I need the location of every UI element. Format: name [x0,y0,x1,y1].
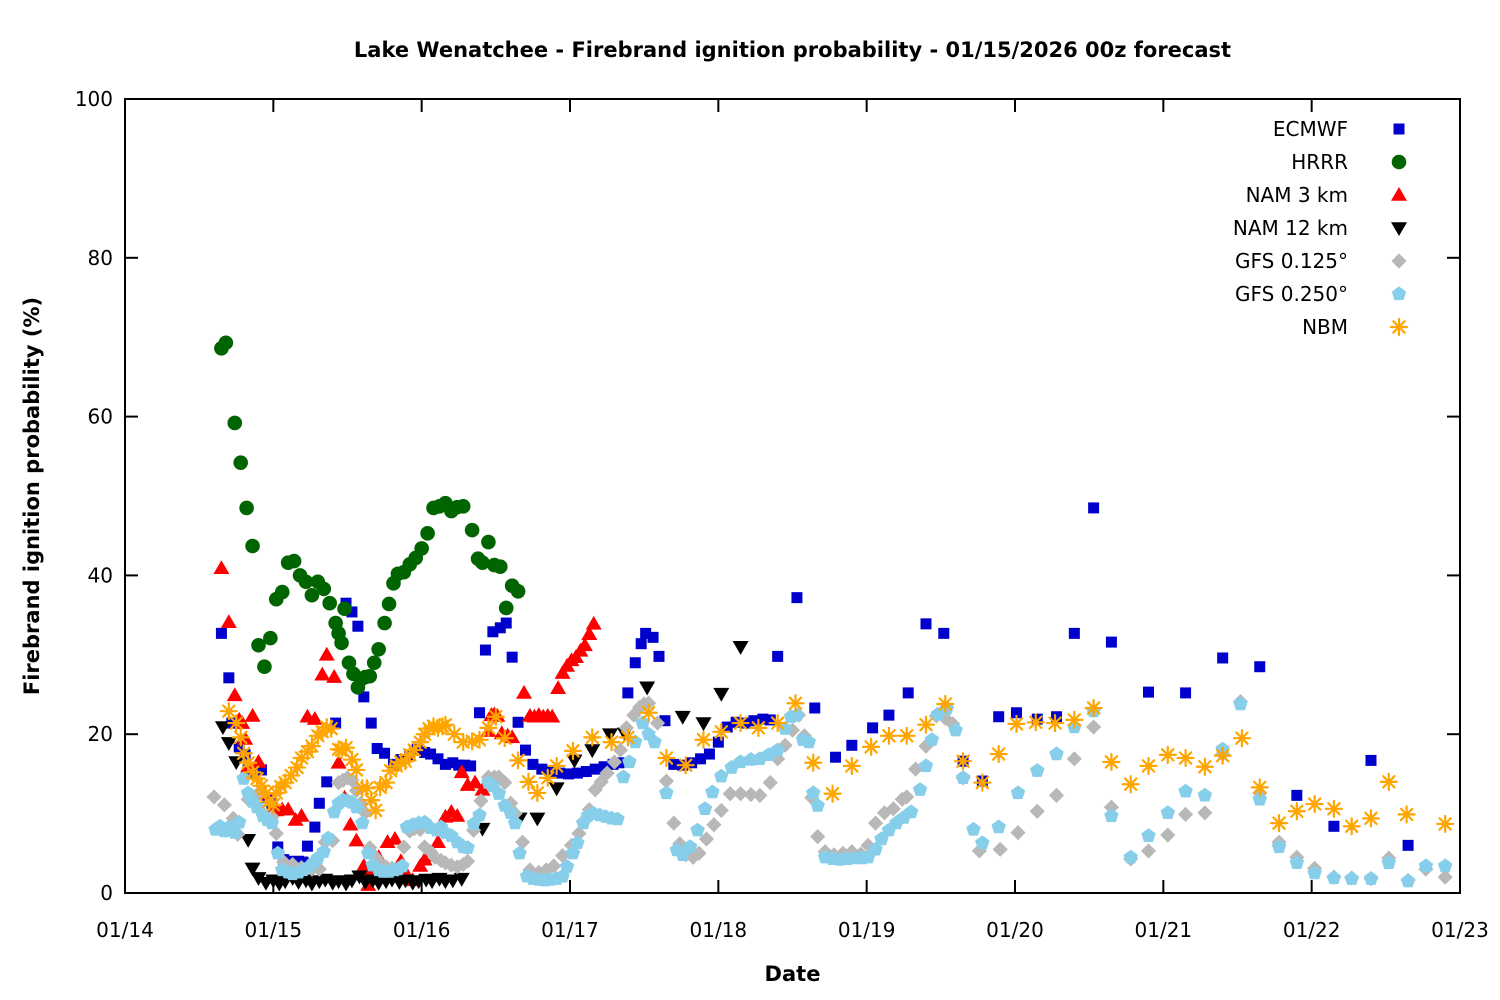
y-tick-label: 0 [100,881,113,905]
legend-marker-triangle-down-icon [1391,222,1407,236]
axis-ticks [124,98,1461,894]
y-tick-label: 100 [75,87,113,111]
legend-marker-triangle-up-icon [1391,187,1407,201]
legend-label: GFS 0.125° [1235,249,1348,273]
legend-marker-circle-icon [1391,154,1407,170]
y-tick-label: 40 [88,563,113,587]
chart-title: Lake Wenatchee - Firebrand ignition prob… [353,38,1232,62]
legend-label: NAM 12 km [1233,216,1348,240]
series-ecmwf [215,502,1414,868]
y-tick-label: 80 [88,246,113,270]
x-tick-label: 01/23 [1431,918,1489,942]
x-tick-label: 01/16 [393,918,451,942]
x-tick-label: 01/14 [96,918,154,942]
y-tick-label: 60 [88,405,113,429]
series-nam-3-km [213,560,602,891]
legend-label: GFS 0.250° [1235,282,1348,306]
legend-item-nbm: NBM [1302,315,1409,339]
legend-marker-pentagon-icon [1391,286,1407,301]
legend-label: HRRR [1291,150,1348,174]
x-tick-label: 01/21 [1135,918,1193,942]
legend-label: NAM 3 km [1246,183,1348,207]
legend-item-nam-12-km: NAM 12 km [1233,216,1407,240]
x-tick-label: 01/20 [986,918,1044,942]
series-nbm [219,694,1455,836]
x-tick-label: 01/18 [690,918,748,942]
legend-item-ecmwf: ECMWF [1273,117,1405,141]
plot-border [124,98,1461,894]
legend-item-gfs-0-125: GFS 0.125° [1235,249,1407,273]
series-hrrr [214,335,526,695]
x-axis-label: Date [764,962,821,986]
x-tick-label: 01/15 [245,918,303,942]
legend-item-nam-3-km: NAM 3 km [1246,183,1407,207]
legend-item-gfs-0-250: GFS 0.250° [1235,282,1407,306]
legend-label: ECMWF [1273,117,1348,141]
y-tick-label: 20 [88,722,113,746]
axis-tick-labels: 01/14 01/15 01/16 01/17 01/18 01/19 01/20 01/21… [75,87,1489,942]
x-tick-label: 01/22 [1283,918,1341,942]
legend-label: NBM [1302,315,1348,339]
legend-marker-asterisk-icon [1389,317,1409,337]
x-tick-label: 01/17 [541,918,599,942]
legend-marker-square-icon [1393,123,1405,135]
legend: ECMWF HRRR NAM 3 km NAM 12 km GFS 0.125° GFS … [1233,117,1409,339]
legend-marker-diamond-icon [1391,253,1407,269]
x-tick-label: 01/19 [838,918,896,942]
legend-item-hrrr: HRRR [1291,150,1407,174]
